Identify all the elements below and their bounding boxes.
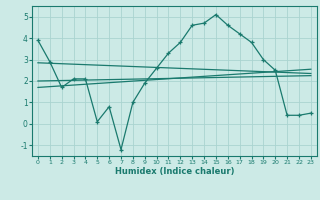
X-axis label: Humidex (Indice chaleur): Humidex (Indice chaleur) <box>115 167 234 176</box>
